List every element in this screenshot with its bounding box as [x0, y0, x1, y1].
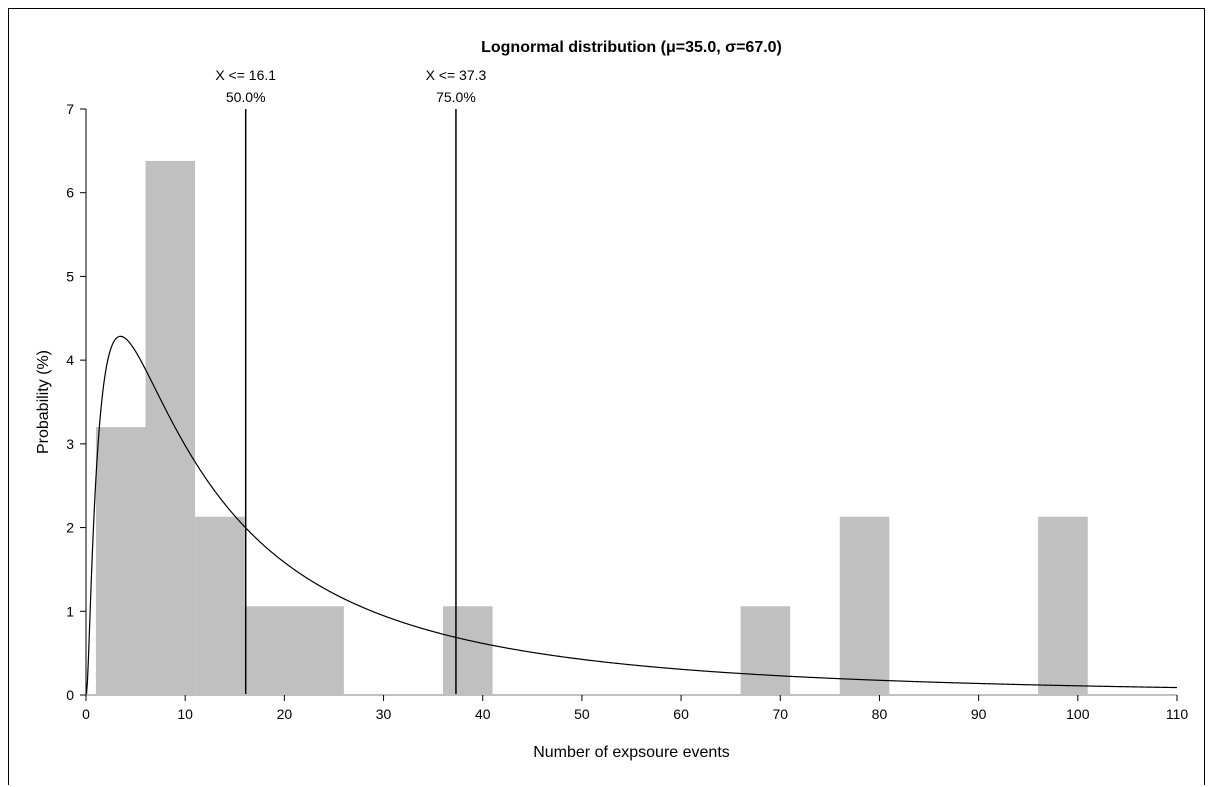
- histogram-bars: [95, 160, 1088, 696]
- x-tick-label-4: 40: [475, 706, 491, 722]
- histogram-bar-7: [1038, 516, 1088, 695]
- histogram-bar-2: [195, 516, 245, 695]
- histogram-bar-4: [443, 606, 493, 695]
- marker-percent-0: 50.0%: [226, 89, 266, 105]
- y-tick-label-0: 0: [66, 687, 74, 703]
- histogram-bar-5: [740, 606, 791, 695]
- x-tick-label-1: 10: [177, 706, 193, 722]
- x-tick-label-10: 100: [1066, 706, 1090, 722]
- histogram-bar-0: [95, 427, 146, 695]
- y-tick-label-4: 4: [66, 352, 74, 368]
- y-tick-label-3: 3: [66, 436, 74, 452]
- histogram-bar-1: [145, 160, 196, 696]
- y-tick-label-5: 5: [66, 268, 74, 284]
- x-tick-label-11: 110: [1166, 706, 1189, 722]
- y-tick-label-6: 6: [66, 185, 74, 201]
- x-tick-label-5: 50: [574, 706, 590, 722]
- chart-svg: Lognormal distribution (μ=35.0, σ=67.0) …: [35, 39, 1188, 761]
- y-axis-label: Probability (%): [35, 350, 52, 454]
- marker-label-0: X <= 16.1: [215, 67, 276, 83]
- x-tick-label-3: 30: [376, 706, 392, 722]
- x-tick-label-7: 70: [772, 706, 788, 722]
- lognormal-curve: [85, 335, 1178, 695]
- x-axis-label: Number of expsoure events: [533, 744, 730, 761]
- chart-frame: Lognormal distribution (μ=35.0, σ=67.0) …: [8, 8, 1205, 785]
- x-tick-label-6: 60: [673, 706, 689, 722]
- quantile-markers: X <= 16.1 50.0% X <= 37.3 75.0%: [215, 67, 487, 695]
- marker-label-1: X <= 37.3: [426, 67, 487, 83]
- y-tick-label-2: 2: [66, 520, 74, 536]
- marker-percent-1: 75.0%: [436, 89, 476, 105]
- x-tick-label-8: 80: [872, 706, 888, 722]
- x-tick-label-9: 90: [971, 706, 987, 722]
- chart-title: Lognormal distribution (μ=35.0, σ=67.0): [481, 39, 782, 56]
- x-tick-label-0: 0: [82, 706, 90, 722]
- y-tick-label-1: 1: [66, 603, 74, 619]
- x-tick-label-2: 20: [277, 706, 293, 722]
- histogram-bar-3: [244, 606, 344, 695]
- y-tick-label-7: 7: [66, 101, 74, 117]
- histogram-bar-6: [839, 516, 890, 695]
- curve-layer: [85, 335, 1178, 695]
